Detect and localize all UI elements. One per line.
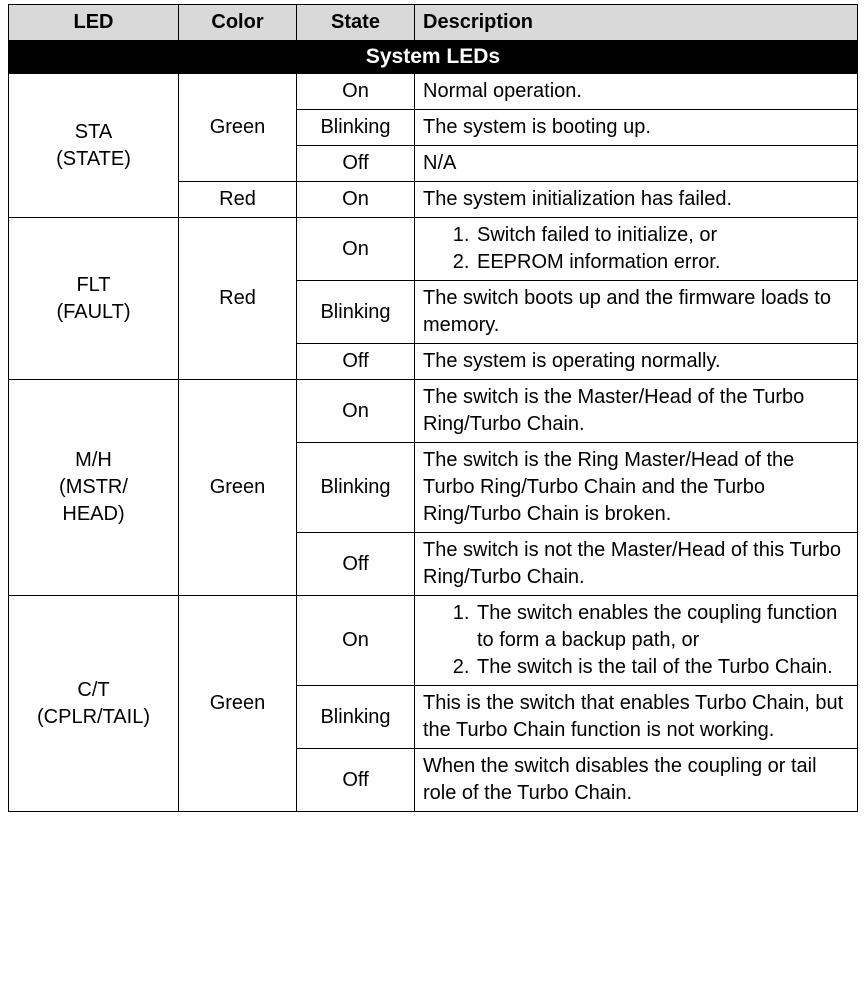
desc-cell: The system is booting up. bbox=[415, 110, 858, 146]
led-name-line: HEAD) bbox=[62, 503, 124, 525]
color-cell: Red bbox=[179, 218, 297, 380]
desc-list-item: EEPROM information error. bbox=[475, 249, 849, 276]
desc-list-item: Switch failed to initialize, or bbox=[475, 222, 849, 249]
desc-cell: The system is operating normally. bbox=[415, 344, 858, 380]
desc-cell: This is the switch that enables Turbo Ch… bbox=[415, 686, 858, 749]
col-description: Description bbox=[415, 5, 858, 41]
state-cell: Blinking bbox=[297, 686, 415, 749]
state-cell: On bbox=[297, 74, 415, 110]
led-name-line: (FAULT) bbox=[56, 301, 130, 323]
led-name-mh: M/H (MSTR/ HEAD) bbox=[9, 380, 179, 596]
section-row-system-leds: System LEDs bbox=[9, 41, 858, 74]
led-name-flt: FLT (FAULT) bbox=[9, 218, 179, 380]
col-led: LED bbox=[9, 5, 179, 41]
color-cell: Green bbox=[179, 74, 297, 182]
desc-cell: When the switch disables the coupling or… bbox=[415, 749, 858, 812]
led-table: LED Color State Description System LEDs … bbox=[8, 4, 858, 812]
state-cell: On bbox=[297, 218, 415, 281]
col-state: State bbox=[297, 5, 415, 41]
desc-cell: N/A bbox=[415, 146, 858, 182]
state-cell: Off bbox=[297, 749, 415, 812]
color-cell: Green bbox=[179, 380, 297, 596]
state-cell: Off bbox=[297, 146, 415, 182]
led-name-ct: C/T (CPLR/TAIL) bbox=[9, 596, 179, 812]
desc-cell: The switch is the Master/Head of the Tur… bbox=[415, 380, 858, 443]
col-color: Color bbox=[179, 5, 297, 41]
state-cell: On bbox=[297, 182, 415, 218]
led-name-sta: STA (STATE) bbox=[9, 74, 179, 218]
desc-cell: The switch is the Ring Master/Head of th… bbox=[415, 443, 858, 533]
desc-cell: The switch is not the Master/Head of thi… bbox=[415, 533, 858, 596]
state-cell: Off bbox=[297, 533, 415, 596]
desc-cell: The switch boots up and the firmware loa… bbox=[415, 281, 858, 344]
desc-cell: The system initialization has failed. bbox=[415, 182, 858, 218]
state-cell: On bbox=[297, 596, 415, 686]
state-cell: Blinking bbox=[297, 281, 415, 344]
desc-list-item: The switch is the tail of the Turbo Chai… bbox=[475, 654, 849, 681]
led-name-line: C/T bbox=[77, 679, 109, 701]
state-cell: Off bbox=[297, 344, 415, 380]
table-row: C/T (CPLR/TAIL) Green On The switch enab… bbox=[9, 596, 858, 686]
led-name-line: (STATE) bbox=[56, 148, 131, 170]
led-name-line: (CPLR/TAIL) bbox=[37, 706, 150, 728]
desc-list-item: The switch enables the coupling function… bbox=[475, 600, 849, 654]
desc-cell: The switch enables the coupling function… bbox=[415, 596, 858, 686]
led-name-line: (MSTR/ bbox=[59, 476, 128, 498]
section-title: System LEDs bbox=[9, 41, 858, 74]
desc-cell: Switch failed to initialize, or EEPROM i… bbox=[415, 218, 858, 281]
table-row: FLT (FAULT) Red On Switch failed to init… bbox=[9, 218, 858, 281]
led-name-line: M/H bbox=[75, 449, 112, 471]
color-cell: Red bbox=[179, 182, 297, 218]
table-header-row: LED Color State Description bbox=[9, 5, 858, 41]
state-cell: Blinking bbox=[297, 110, 415, 146]
state-cell: Blinking bbox=[297, 443, 415, 533]
table-row: STA (STATE) Green On Normal operation. bbox=[9, 74, 858, 110]
desc-cell: Normal operation. bbox=[415, 74, 858, 110]
state-cell: On bbox=[297, 380, 415, 443]
led-name-line: STA bbox=[75, 121, 112, 143]
color-cell: Green bbox=[179, 596, 297, 812]
led-name-line: FLT bbox=[76, 274, 110, 296]
table-row: M/H (MSTR/ HEAD) Green On The switch is … bbox=[9, 380, 858, 443]
